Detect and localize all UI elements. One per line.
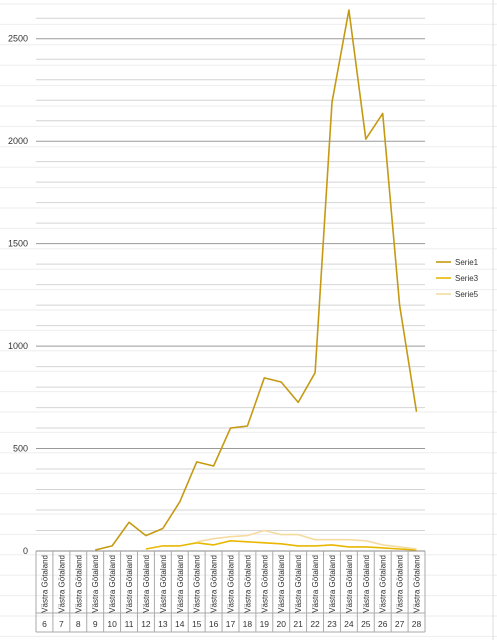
category-number-label: 18 — [243, 619, 253, 629]
y-tick-label: 2500 — [8, 34, 28, 44]
category-region-label: Västra Götaland — [57, 555, 66, 613]
category-region-label: Västra Götaland — [294, 555, 303, 613]
category-region-label: Västra Götaland — [328, 555, 337, 613]
category-number-label: 27 — [395, 619, 405, 629]
category-region-label: Västra Götaland — [108, 555, 117, 613]
category-region-label: Västra Götaland — [227, 555, 236, 613]
category-number-label: 28 — [412, 619, 422, 629]
category-number-label: 10 — [107, 619, 117, 629]
axes: 0 500 1000 1500 2000 2500 Västra Götaland 6 Väst… — [8, 34, 426, 633]
series-line-serie1 — [95, 9, 418, 551]
category-number-label: 8 — [76, 619, 81, 629]
category-region-label: Västra Götaland — [125, 555, 134, 613]
category-region-label: Västra Götaland — [379, 555, 388, 613]
category-region-label: Västra Götaland — [210, 555, 219, 613]
y-tick-label: 1500 — [8, 239, 28, 249]
category-region-label: Västra Götaland — [74, 555, 83, 613]
category-number-label: 20 — [277, 619, 287, 629]
legend: Serie1 Serie3 Serie5 — [436, 258, 479, 299]
legend-label: Serie3 — [455, 274, 479, 283]
category-region-label: Västra Götaland — [311, 555, 320, 613]
category-region-label: Västra Götaland — [159, 555, 168, 613]
y-tick-label: 2000 — [8, 136, 28, 146]
y-tick-label: 1000 — [8, 341, 28, 351]
category-region-label: Västra Götaland — [345, 555, 354, 613]
category-number-label: 11 — [125, 619, 134, 629]
category-number-label: 13 — [158, 619, 168, 629]
category-number-label: 12 — [141, 619, 151, 629]
category-number-label: 26 — [378, 619, 388, 629]
category-number-label: 7 — [59, 619, 64, 629]
y-tick-label: 500 — [13, 444, 28, 454]
category-region-label: Västra Götaland — [243, 555, 252, 613]
legend-label: Serie1 — [455, 258, 479, 267]
category-number-label: 6 — [42, 619, 47, 629]
category-region-label: Västra Götaland — [362, 555, 371, 613]
category-region-label: Västra Götaland — [40, 555, 49, 613]
category-region-label: Västra Götaland — [142, 555, 151, 613]
category-number-label: 22 — [310, 619, 320, 629]
category-number-label: 21 — [293, 619, 303, 629]
category-region-label: Västra Götaland — [277, 555, 286, 613]
category-number-label: 16 — [209, 619, 219, 629]
category-region-label: Västra Götaland — [176, 555, 185, 613]
y-tick-label: 0 — [23, 546, 28, 556]
category-number-label: 17 — [226, 619, 236, 629]
category-region-label: Västra Götaland — [260, 555, 269, 613]
series-line-serie3 — [145, 540, 417, 551]
category-region-label: Västra Götaland — [91, 555, 100, 613]
category-number-label: 9 — [93, 619, 98, 629]
category-region-label: Västra Götaland — [413, 555, 422, 613]
legend-label: Serie5 — [455, 290, 479, 299]
category-number-label: 23 — [327, 619, 337, 629]
category-number-label: 15 — [192, 619, 202, 629]
category-number-label: 25 — [361, 619, 371, 629]
category-region-label: Västra Götaland — [193, 555, 202, 613]
category-number-label: 19 — [260, 619, 270, 629]
category-number-label: 14 — [175, 619, 185, 629]
category-region-label: Västra Götaland — [396, 555, 405, 613]
series-lines — [95, 9, 418, 551]
series-line-serie5 — [196, 529, 417, 550]
category-number-label: 24 — [344, 619, 354, 629]
